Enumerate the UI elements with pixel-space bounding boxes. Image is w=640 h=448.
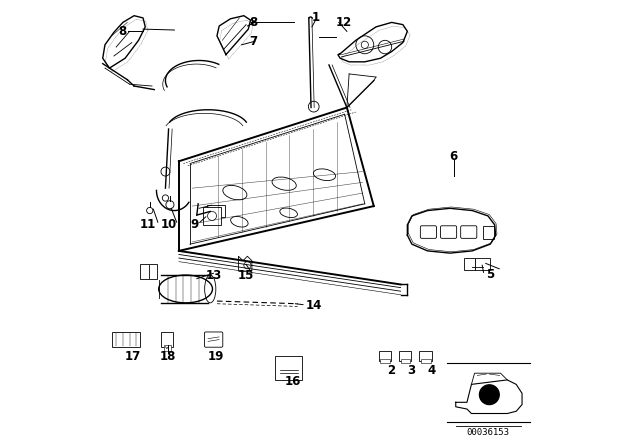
Text: 3: 3	[407, 364, 415, 377]
Text: 00036153: 00036153	[467, 428, 509, 437]
FancyBboxPatch shape	[275, 356, 302, 380]
FancyBboxPatch shape	[204, 332, 223, 347]
Text: 6: 6	[449, 150, 458, 164]
FancyBboxPatch shape	[161, 332, 173, 347]
Text: 5: 5	[486, 267, 494, 281]
FancyBboxPatch shape	[207, 205, 225, 217]
FancyBboxPatch shape	[483, 226, 494, 239]
FancyBboxPatch shape	[140, 264, 157, 279]
FancyBboxPatch shape	[419, 351, 431, 361]
FancyBboxPatch shape	[440, 226, 457, 238]
FancyBboxPatch shape	[399, 351, 412, 361]
Circle shape	[163, 195, 168, 201]
FancyBboxPatch shape	[380, 359, 390, 363]
Text: 14: 14	[306, 299, 322, 313]
Text: 10: 10	[161, 217, 177, 231]
Circle shape	[166, 201, 174, 209]
Text: 16: 16	[285, 375, 301, 388]
Text: 13: 13	[205, 269, 221, 282]
Text: 7: 7	[249, 34, 257, 48]
Text: 1: 1	[312, 11, 319, 25]
FancyBboxPatch shape	[475, 258, 490, 270]
Circle shape	[161, 167, 170, 176]
FancyBboxPatch shape	[203, 207, 221, 225]
Text: 12: 12	[336, 16, 352, 29]
Text: 15: 15	[238, 269, 254, 282]
FancyBboxPatch shape	[379, 351, 391, 361]
FancyBboxPatch shape	[461, 226, 477, 238]
FancyBboxPatch shape	[401, 359, 410, 363]
Text: 2: 2	[387, 364, 395, 377]
FancyBboxPatch shape	[164, 345, 171, 351]
Text: 9: 9	[191, 217, 198, 231]
Text: 11: 11	[140, 217, 156, 231]
Circle shape	[147, 207, 153, 214]
Circle shape	[479, 385, 499, 405]
FancyBboxPatch shape	[112, 332, 140, 347]
Text: 4: 4	[427, 364, 435, 377]
FancyBboxPatch shape	[421, 359, 431, 363]
FancyBboxPatch shape	[464, 258, 475, 270]
Text: 19: 19	[208, 349, 224, 363]
Text: 8: 8	[118, 25, 127, 38]
Text: 17: 17	[125, 349, 141, 363]
Text: 18: 18	[159, 349, 176, 363]
Text: 8: 8	[249, 16, 257, 29]
FancyBboxPatch shape	[420, 226, 436, 238]
